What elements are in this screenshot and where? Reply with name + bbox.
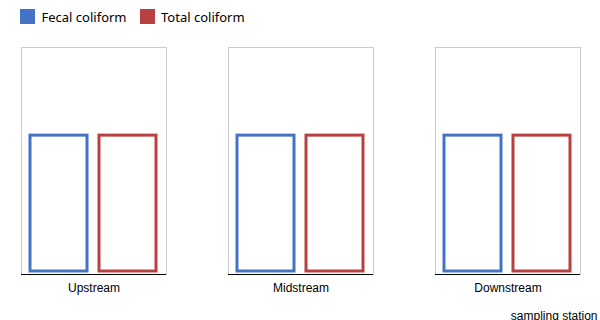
- svg-text:sampling station: sampling station: [511, 309, 598, 320]
- svg-text:Midstream: Midstream: [273, 281, 329, 295]
- svg-text:Upstream: Upstream: [68, 281, 120, 295]
- html-text:Total coliform: Total coliform: [161, 7, 245, 26]
- html-text:Fecal coliform: Fecal coliform: [41, 7, 127, 26]
- svg-text:Downstream: Downstream: [474, 281, 541, 295]
